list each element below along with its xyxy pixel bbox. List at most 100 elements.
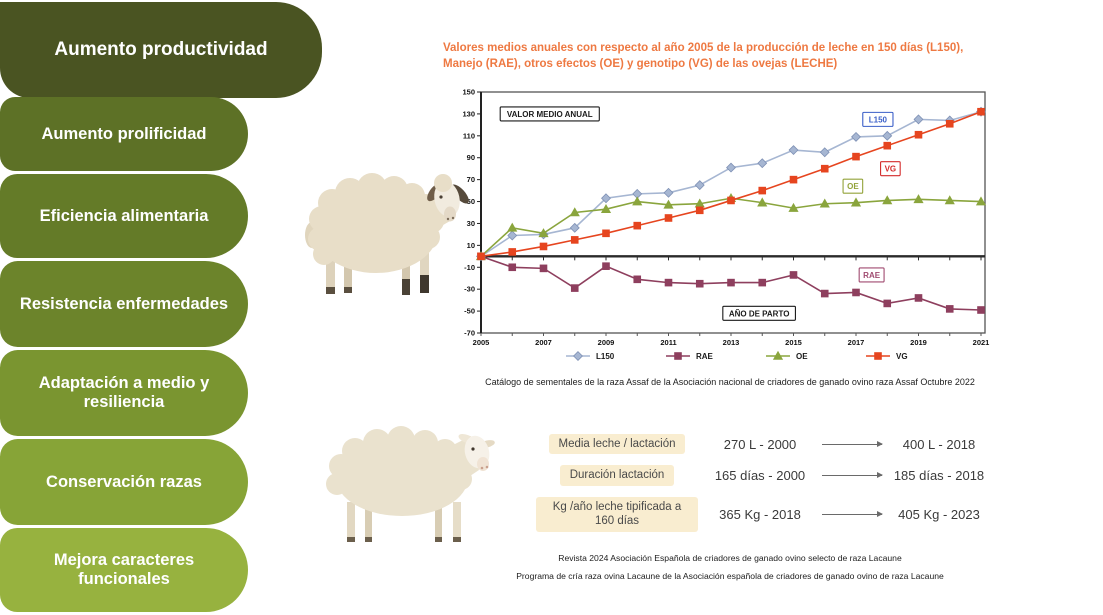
data-point-marker: [850, 197, 862, 207]
svg-text:VALOR MEDIO ANUAL: VALOR MEDIO ANUAL: [507, 110, 593, 119]
svg-text:2007: 2007: [535, 338, 552, 347]
data-point-marker: [633, 221, 642, 230]
data-point-marker: [789, 271, 798, 279]
data-point-marker: [539, 264, 548, 273]
data-point-marker: [726, 162, 736, 173]
sidebar-item-label: Aumento prolificidad: [41, 124, 207, 143]
svg-text:OE: OE: [796, 352, 808, 361]
data-point-marker: [852, 288, 860, 297]
data-point-marker: [602, 229, 610, 238]
data-point-marker: [695, 206, 704, 215]
data-point-marker: [508, 263, 517, 272]
data-point-marker: [882, 195, 893, 205]
data-point-marker: [977, 107, 985, 116]
sidebar-item-eficiencia-alimentaria[interactable]: Eficiencia alimentaria: [0, 174, 248, 258]
svg-text:-30: -30: [464, 285, 475, 294]
data-point-marker: [632, 196, 643, 206]
data-point-marker: [663, 199, 674, 209]
data-point-marker: [914, 294, 923, 302]
data-point-marker: [945, 119, 954, 128]
svg-text:RAE: RAE: [696, 352, 714, 361]
svg-text:110: 110: [463, 131, 475, 140]
data-point-marker: [570, 236, 579, 244]
data-point-marker: [727, 196, 735, 205]
svg-text:70: 70: [467, 175, 475, 184]
svg-text:2009: 2009: [598, 338, 615, 347]
data-point-marker: [633, 275, 642, 284]
footnote-programa: Programa de cría raza ovina Lacaune de l…: [516, 571, 944, 581]
table-value-to: 185 días - 2018: [893, 468, 985, 484]
data-point-marker: [601, 193, 611, 204]
data-point-marker: [569, 222, 580, 233]
data-point-marker: [944, 195, 955, 205]
data-point-marker: [674, 352, 682, 360]
data-point-marker: [477, 252, 485, 261]
svg-text:RAE: RAE: [863, 271, 881, 280]
data-point-marker: [758, 186, 767, 195]
data-point-marker: [538, 228, 549, 238]
data-point-marker: [914, 130, 923, 139]
sidebar-item-adaptacion-a-medio-y-resiliencia[interactable]: Adaptación a medio y resiliencia: [0, 350, 248, 436]
sheep-legs: [326, 251, 429, 295]
data-point-marker: [977, 306, 985, 314]
table-value-to: 405 Kg - 2023: [898, 506, 980, 522]
data-point-marker: [695, 279, 704, 288]
svg-text:50: 50: [467, 197, 475, 206]
data-point-marker: [757, 197, 768, 207]
table-value-from: 165 días - 2000: [714, 468, 806, 484]
data-point-marker: [882, 130, 893, 141]
right-arrow-icon: [822, 440, 883, 447]
svg-text:150: 150: [462, 88, 475, 97]
svg-text:2021: 2021: [973, 338, 990, 347]
chart-title-line1: Valores medios anuales con respecto al a…: [443, 42, 964, 54]
chart-title-line2: Manejo (RAE), otros efectos (OE) y genot…: [443, 58, 838, 71]
sidebar-item-aumento-prolificidad[interactable]: Aumento prolificidad: [0, 97, 248, 171]
sidebar-item-mejora-caracteres-funcionales[interactable]: Mejora caracteres funcionales: [0, 528, 248, 612]
svg-text:2019: 2019: [910, 338, 927, 347]
chart-title: Valores medios anuales con respecto al a…: [443, 40, 1098, 72]
table-value-from: 365 Kg - 2018: [719, 506, 801, 522]
svg-text:-70: -70: [464, 329, 475, 338]
svg-text:AÑO DE PARTO: AÑO DE PARTO: [729, 309, 790, 318]
sidebar-item-label: Mejora caracteres funcionales: [53, 551, 195, 588]
data-point-marker: [600, 203, 612, 214]
sidebar-item-label: Adaptación a medio y resiliencia: [38, 374, 210, 411]
table-value-to: 400 L - 2018: [902, 436, 976, 452]
sidebar-item-label: Conservación razas: [46, 472, 202, 491]
data-point-marker: [819, 198, 830, 208]
chart-source-caption: Catálogo de sementales de la raza Assaf …: [485, 377, 975, 387]
sheep-head: [427, 174, 469, 222]
data-point-marker: [727, 278, 735, 287]
svg-text:L150: L150: [869, 115, 888, 124]
data-point-marker: [874, 352, 882, 360]
svg-text:90: 90: [467, 153, 475, 162]
data-point-marker: [664, 214, 673, 222]
data-point-marker: [602, 262, 610, 270]
sidebar-item-label: Eficiencia alimentaria: [39, 206, 209, 225]
data-point-marker: [820, 289, 829, 298]
svg-text:VG: VG: [885, 165, 897, 174]
data-point-marker: [945, 305, 954, 313]
sidebar-item-conservacion-razas[interactable]: Conservación razas: [0, 439, 248, 525]
data-point-marker: [913, 194, 924, 204]
data-point-marker: [507, 230, 518, 241]
lacaune-sheep-image: [326, 426, 495, 542]
footnotes: Revista 2024 Asociación Española de cria…: [430, 553, 1030, 589]
sidebar-item-aumento-productividad[interactable]: Aumento productividad: [0, 2, 322, 98]
footnote-revista: Revista 2024 Asociación Española de cria…: [558, 553, 902, 563]
data-point-marker: [819, 147, 830, 158]
sheep-head: [458, 433, 495, 471]
svg-text:VG: VG: [896, 352, 908, 361]
assaf-sheep-image: [305, 173, 469, 295]
table-row-label: Kg /año leche tipificada a 160 días: [536, 496, 698, 532]
data-point-marker: [663, 187, 674, 198]
data-point-marker: [539, 242, 548, 251]
sidebar-item-label: Aumento productividad: [54, 39, 268, 60]
svg-text:2005: 2005: [473, 338, 490, 347]
svg-text:L150: L150: [596, 352, 615, 361]
data-point-marker: [694, 180, 705, 191]
data-point-marker: [913, 114, 924, 125]
sidebar-item-resistencia-enfermedades[interactable]: Resistencia enfermedades: [0, 261, 248, 347]
